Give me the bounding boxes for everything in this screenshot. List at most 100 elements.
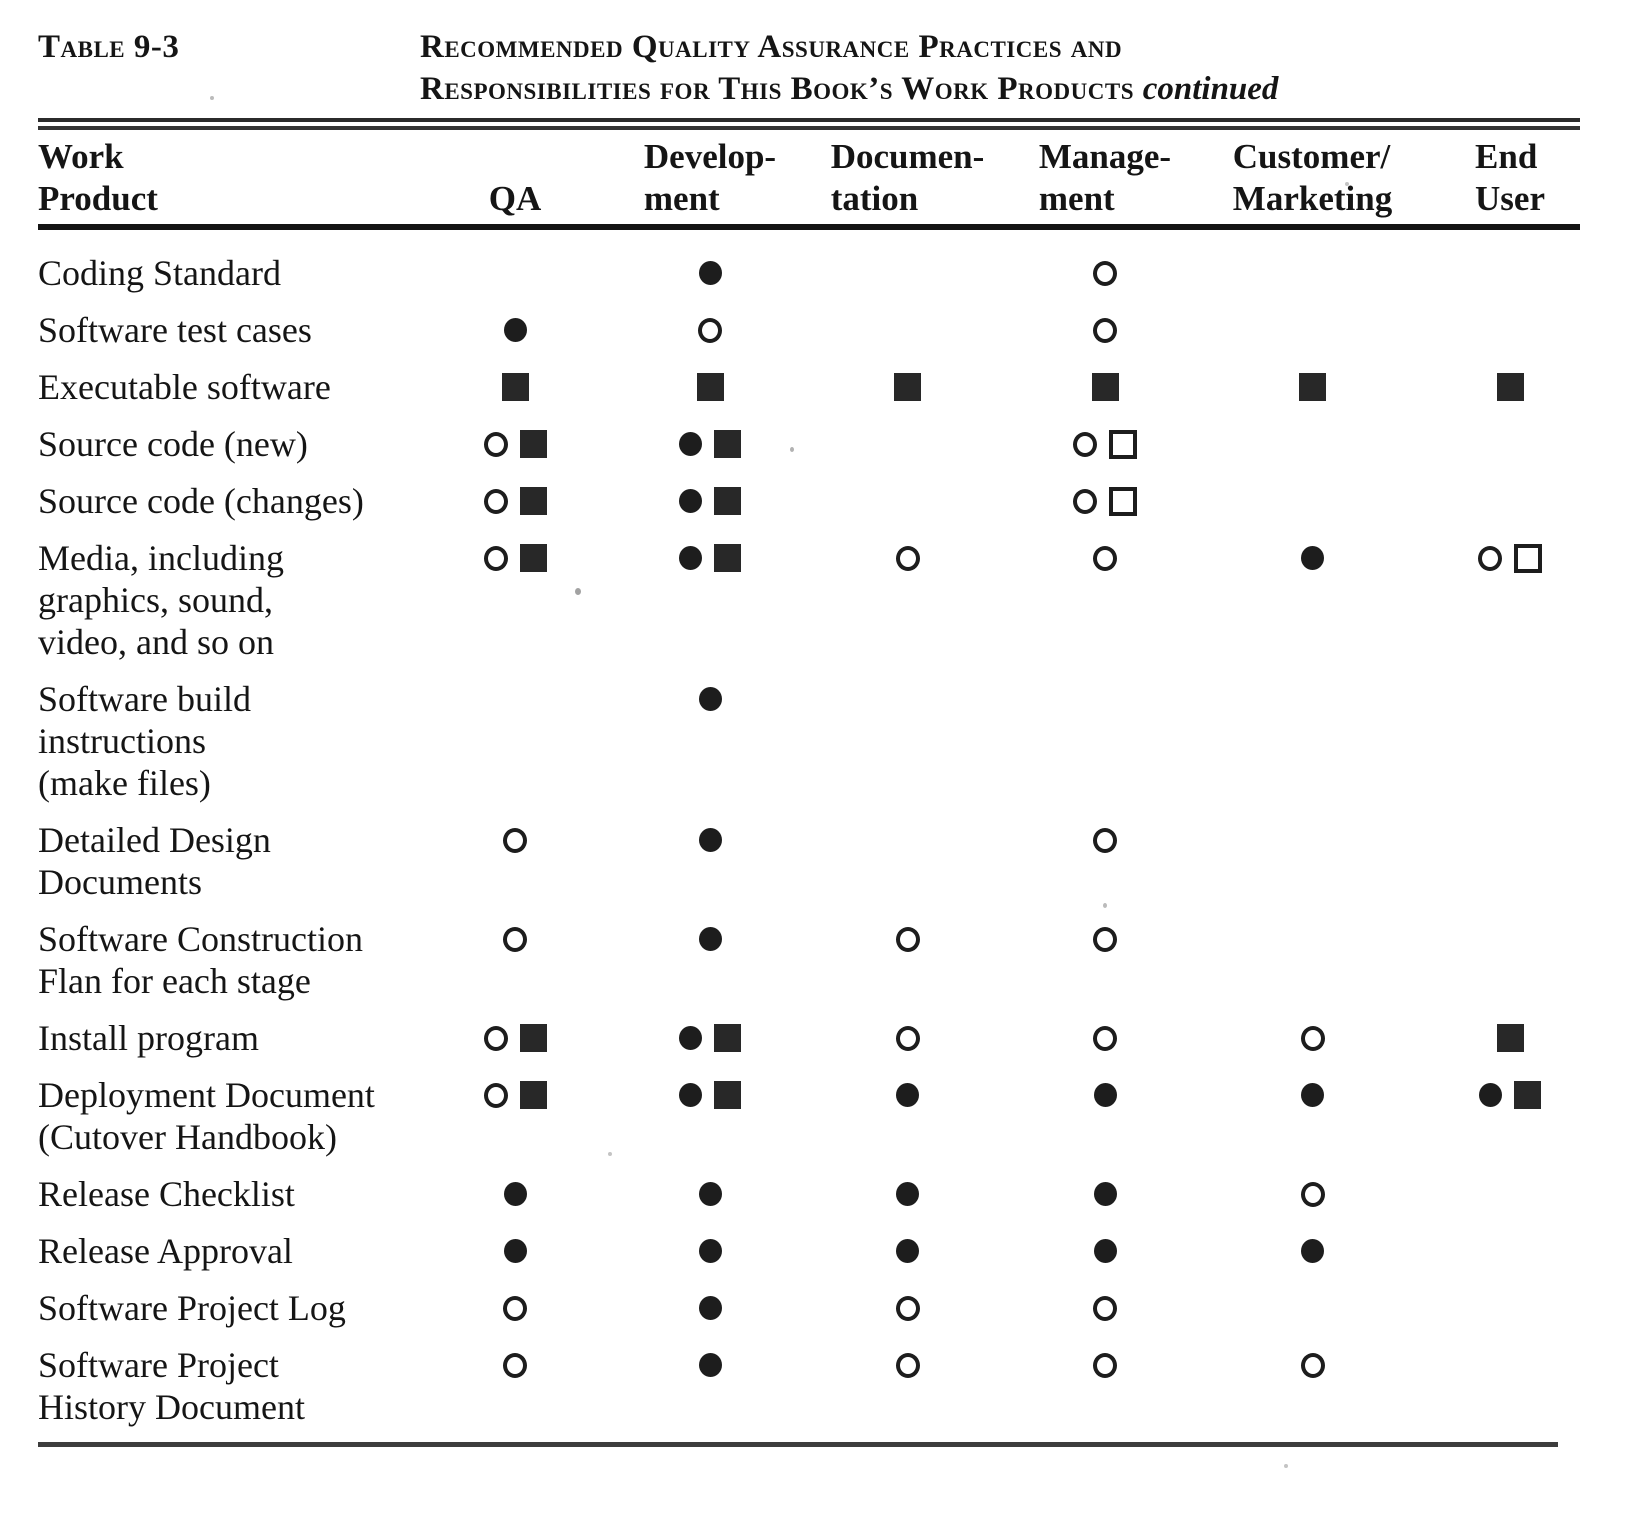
table-row: Deployment Document (Cutover Handbook) xyxy=(38,1074,1612,1158)
work-product-name: Source code (new) xyxy=(38,424,308,464)
filled-circle-icon xyxy=(1093,1083,1117,1107)
filled-circle-icon xyxy=(503,318,527,342)
table-row: Software Project History Document xyxy=(38,1344,1612,1428)
filled-square-icon xyxy=(1496,1024,1524,1052)
cell-management xyxy=(1005,678,1205,804)
cell-symbols xyxy=(483,1017,547,1059)
work-product-name: Software test cases xyxy=(38,310,312,350)
cell-symbols xyxy=(503,819,527,861)
cell-symbols xyxy=(1093,819,1117,861)
cell-symbols xyxy=(679,423,741,465)
cell-management xyxy=(1005,1287,1205,1329)
open-circle-icon xyxy=(503,827,527,853)
open-circle-icon xyxy=(483,488,508,514)
cell-end_user xyxy=(1420,678,1600,804)
column-header-management: Manage-ment xyxy=(1005,136,1205,220)
filled-circle-icon xyxy=(1479,1083,1502,1107)
cell-customer_marketing xyxy=(1205,537,1420,663)
cell-documentation xyxy=(810,480,1005,522)
cell-symbols xyxy=(1093,1344,1117,1386)
filled-circle-icon xyxy=(1093,1182,1117,1206)
cell-symbols xyxy=(1479,1074,1541,1116)
cell-qa xyxy=(420,1344,610,1428)
cell-symbols xyxy=(1300,1344,1325,1386)
work-product-name: Deployment Document (Cutover Handbook) xyxy=(38,1075,375,1157)
cell-symbols xyxy=(1093,1173,1117,1215)
table-title-line2-wrap: Responsibilities for This Book’s Work Pr… xyxy=(420,68,1278,110)
cell-symbols xyxy=(698,819,722,861)
cell-management xyxy=(1005,537,1205,663)
table-title-line1: Recommended Quality Assurance Practices … xyxy=(420,29,1123,65)
column-header-end_user: End User xyxy=(1420,136,1600,220)
cell-symbols xyxy=(1093,1017,1117,1059)
filled-square-icon xyxy=(519,487,547,515)
column-header-label: Customer/Marketing xyxy=(1232,137,1393,218)
cell-customer_marketing xyxy=(1205,1344,1420,1428)
filled-square-icon xyxy=(1091,373,1119,401)
cell-development xyxy=(610,480,810,522)
scan-speck xyxy=(575,588,581,595)
cell-development xyxy=(610,678,810,804)
work-product-name: Release Checklist xyxy=(38,1174,295,1214)
cell-end_user xyxy=(1420,252,1600,294)
cell-end_user xyxy=(1420,1287,1600,1329)
filled-square-icon xyxy=(1514,1081,1541,1109)
work-product-name: Detailed Design Documents xyxy=(38,820,271,902)
cell-symbols xyxy=(1301,1230,1324,1272)
cell-symbols xyxy=(1091,366,1119,408)
work-product-name: Coding Standard xyxy=(38,253,281,293)
cell-management xyxy=(1005,309,1205,351)
cell-end_user xyxy=(1420,1017,1600,1059)
cell-management xyxy=(1005,423,1205,465)
filled-circle-icon xyxy=(698,1296,722,1320)
cell-symbols xyxy=(501,366,529,408)
cell-documentation xyxy=(810,1017,1005,1059)
cell-symbols xyxy=(503,309,527,351)
cell-symbols xyxy=(1496,1017,1524,1059)
cell-symbols xyxy=(698,252,722,294)
cell-documentation xyxy=(810,678,1005,804)
scan-speck xyxy=(790,447,794,452)
cell-symbols xyxy=(483,1074,547,1116)
filled-square-icon xyxy=(1299,373,1326,401)
cell-symbols xyxy=(1300,1173,1325,1215)
column-header-label: Work Product xyxy=(38,137,158,218)
scan-speck xyxy=(1103,903,1107,908)
header-rule xyxy=(38,224,1580,230)
cell-management xyxy=(1005,366,1205,408)
cell-symbols xyxy=(503,1344,527,1386)
cell-symbols xyxy=(1478,537,1542,579)
cell-end_user xyxy=(1420,537,1600,663)
open-circle-icon xyxy=(503,1295,527,1321)
cell-symbols xyxy=(896,1173,919,1215)
cell-end_user xyxy=(1420,1173,1600,1215)
cell-symbols xyxy=(1093,1074,1117,1116)
cell-development xyxy=(610,1074,810,1158)
column-header-label: Manage-ment xyxy=(1038,137,1172,218)
filled-circle-icon xyxy=(698,1353,722,1377)
filled-circle-icon xyxy=(896,1182,919,1206)
cell-qa xyxy=(420,1287,610,1329)
cell-symbols xyxy=(1093,537,1117,579)
cell-symbols xyxy=(1300,1017,1325,1059)
cell-symbols xyxy=(698,1230,722,1272)
open-circle-icon xyxy=(1093,827,1117,853)
cell-customer_marketing xyxy=(1205,678,1420,804)
open-circle-icon xyxy=(483,1025,508,1051)
cell-qa xyxy=(420,537,610,663)
open-circle-icon xyxy=(1300,1352,1325,1378)
open-circle-icon xyxy=(1478,545,1502,571)
table-header-row: Work Product QA Develop-ment Documen-tation M… xyxy=(38,136,1612,220)
open-circle-icon xyxy=(895,1295,920,1321)
work-product-name: Software Project History Document xyxy=(38,1345,305,1427)
cell-symbols xyxy=(1093,309,1117,351)
cell-customer_marketing xyxy=(1205,1230,1420,1272)
cell-symbols xyxy=(483,480,547,522)
filled-square-icon xyxy=(519,1024,547,1052)
cell-symbols xyxy=(896,1230,919,1272)
filled-square-icon xyxy=(894,373,921,401)
cell-customer_marketing xyxy=(1205,819,1420,903)
filled-circle-icon xyxy=(698,687,722,711)
cell-management xyxy=(1005,252,1205,294)
cell-symbols xyxy=(1299,366,1326,408)
